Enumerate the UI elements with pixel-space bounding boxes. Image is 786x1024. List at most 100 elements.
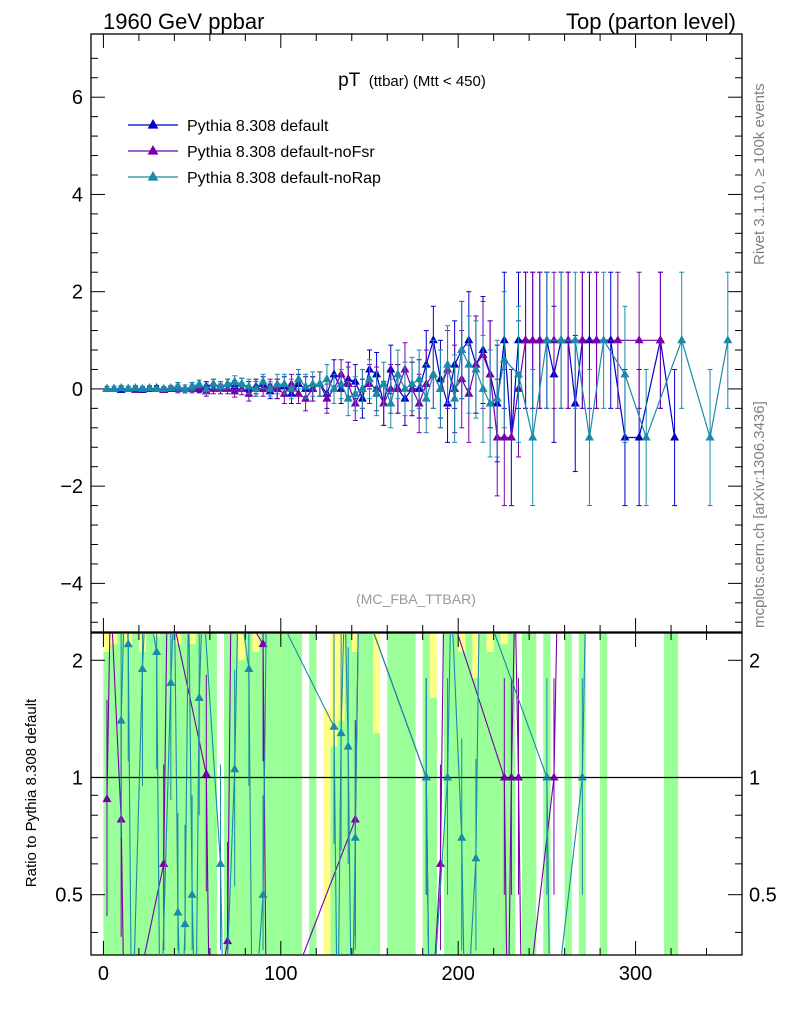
data-point (230, 376, 240, 385)
ratio-point (102, 794, 112, 803)
data-point (265, 383, 275, 392)
data-point (301, 381, 311, 390)
data-point (308, 379, 318, 388)
ratio-point (123, 639, 133, 648)
band-green (224, 633, 232, 955)
data-point (159, 383, 169, 392)
title-main: pT (338, 70, 361, 91)
y-tick-label-main: −4 (60, 573, 83, 595)
band-green (600, 633, 608, 955)
data-point (201, 383, 211, 392)
legend: Pythia 8.308 default Pythia 8.308 default… (128, 118, 381, 187)
data-point (379, 379, 389, 388)
data-point (279, 379, 289, 388)
data-point (641, 432, 651, 441)
data-point (599, 335, 609, 344)
band-green (266, 633, 274, 955)
band-green (408, 633, 416, 955)
ratio-point (506, 772, 516, 781)
data-point (584, 432, 594, 441)
data-point (450, 393, 460, 402)
data-point (592, 335, 602, 344)
ratio-point (230, 764, 240, 773)
y-tick-label-main: −2 (60, 476, 83, 498)
legend-item: Pythia 8.308 default (128, 118, 329, 135)
legend-marker (147, 119, 159, 129)
main-frame (90, 33, 743, 633)
data-point (528, 432, 538, 441)
ratio-point (471, 853, 481, 862)
data-point (563, 335, 573, 344)
legend-label: Pythia 8.308 default (187, 118, 329, 135)
data-point (577, 335, 587, 344)
data-point (137, 383, 147, 392)
ratio-frame (90, 632, 743, 956)
legend-item: Pythia 8.308 default-noRap (128, 170, 381, 187)
ratio-point (201, 769, 211, 778)
data-point (655, 335, 665, 344)
y-tick-label-ratio: 2 (72, 650, 83, 672)
ratio-point (152, 647, 162, 656)
band-green (287, 633, 295, 955)
band-green (280, 633, 288, 955)
band-green (174, 644, 182, 955)
data-point (606, 335, 616, 344)
ratio-ylabel: Ratio to Pythia 8.308 default (23, 698, 40, 887)
band-green (493, 633, 501, 955)
data-point (521, 335, 531, 344)
band-green (153, 636, 161, 955)
header-right: Top (parton level) (566, 9, 736, 34)
ratio-point (457, 832, 467, 841)
band-green (479, 633, 487, 955)
band-green (529, 633, 537, 955)
band-green (245, 633, 253, 955)
ratio-point (116, 715, 126, 724)
data-point (428, 335, 438, 344)
data-point (102, 383, 112, 392)
legend-label: Pythia 8.308 default-noRap (187, 170, 381, 187)
data-point (230, 386, 240, 395)
data-point (194, 379, 204, 388)
data-point (372, 388, 382, 397)
ratio-point (223, 936, 233, 945)
x-tick-label: 100 (264, 963, 297, 985)
band-green (259, 633, 267, 955)
data-point (677, 335, 687, 344)
data-point (634, 335, 644, 344)
ratio-point (329, 721, 339, 730)
data-point (315, 379, 325, 388)
data-point (386, 398, 396, 407)
band-green (294, 633, 303, 955)
data-point (258, 376, 268, 385)
data-point (485, 398, 495, 407)
legend-marker (147, 171, 159, 181)
ratio-point (173, 907, 183, 916)
data-point (506, 432, 516, 441)
ratio-point (542, 772, 552, 781)
data-point (357, 383, 367, 392)
data-point (251, 383, 261, 392)
ratio-point (435, 858, 445, 867)
data-point (528, 335, 538, 344)
y-tick-label-main: 4 (72, 184, 83, 206)
data-point (535, 335, 545, 344)
band-green (273, 633, 281, 955)
y-tick-label-ratio-right: 1 (749, 767, 760, 789)
ratio-point (166, 677, 176, 686)
band-green (209, 633, 217, 955)
ratio-series-1 (116, 633, 587, 955)
data-point (294, 374, 304, 383)
data-point (584, 335, 594, 344)
band-green (181, 633, 189, 955)
data-point (428, 369, 438, 378)
band-green (429, 698, 437, 955)
band-green (486, 652, 494, 955)
y-tick-label-ratio-right: 0.5 (749, 885, 777, 907)
legend-item: Pythia 8.308 default-noFsr (128, 144, 375, 161)
legend-marker (147, 145, 159, 155)
data-point (443, 359, 453, 368)
data-point (421, 393, 431, 402)
data-point (556, 335, 566, 344)
data-point (180, 383, 190, 392)
